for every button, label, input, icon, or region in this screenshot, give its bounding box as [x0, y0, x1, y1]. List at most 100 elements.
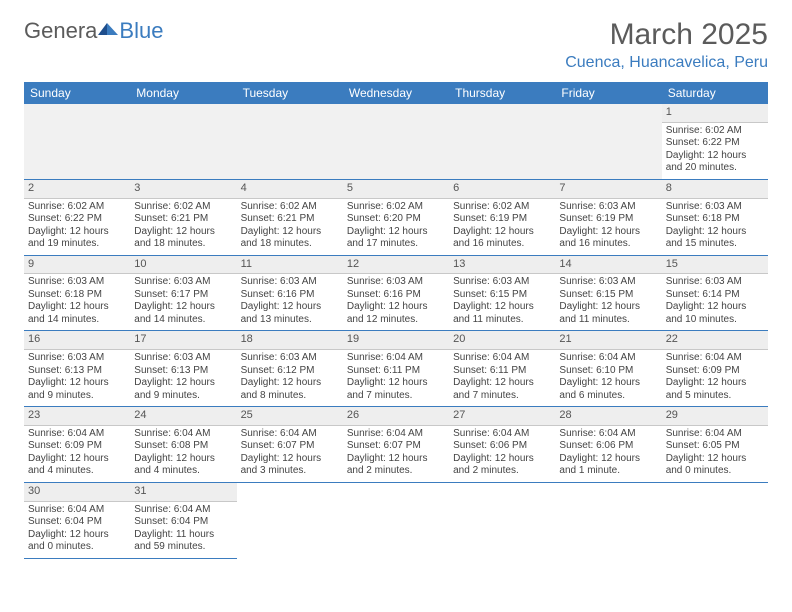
daylight-text: and 2 minutes. — [453, 465, 551, 478]
daylight-text: and 4 minutes. — [28, 465, 126, 478]
day-number: 21 — [555, 331, 661, 350]
day-number: 18 — [237, 331, 343, 350]
calendar-cell: 26Sunrise: 6:04 AMSunset: 6:07 PMDayligh… — [343, 407, 449, 483]
daylight-text: and 14 minutes. — [134, 314, 232, 327]
daylight-text: Daylight: 12 hours — [347, 377, 445, 390]
calendar-cell — [130, 104, 236, 179]
day-number: 28 — [555, 407, 661, 426]
day-number: 3 — [130, 180, 236, 199]
daylight-text: Daylight: 12 hours — [666, 226, 764, 239]
header-saturday: Saturday — [662, 82, 768, 104]
daylight-text: Daylight: 12 hours — [134, 301, 232, 314]
sunrise-text: Sunrise: 6:03 AM — [241, 276, 339, 289]
sunset-text: Sunset: 6:09 PM — [666, 365, 764, 378]
day-number: 19 — [343, 331, 449, 350]
sunrise-text: Sunrise: 6:03 AM — [453, 276, 551, 289]
day-number: 6 — [449, 180, 555, 199]
day-number: 14 — [555, 256, 661, 275]
sunrise-text: Sunrise: 6:03 AM — [347, 276, 445, 289]
daylight-text: and 11 minutes. — [453, 314, 551, 327]
sunrise-text: Sunrise: 6:04 AM — [347, 352, 445, 365]
daylight-text: and 9 minutes. — [134, 390, 232, 403]
sunset-text: Sunset: 6:22 PM — [28, 213, 126, 226]
daylight-text: Daylight: 12 hours — [347, 301, 445, 314]
header-thursday: Thursday — [449, 82, 555, 104]
daylight-text: Daylight: 12 hours — [347, 453, 445, 466]
daylight-text: and 19 minutes. — [28, 238, 126, 251]
daylight-text: Daylight: 12 hours — [134, 377, 232, 390]
calendar-cell — [662, 482, 768, 558]
sunset-text: Sunset: 6:17 PM — [134, 289, 232, 302]
sunrise-text: Sunrise: 6:04 AM — [28, 428, 126, 441]
daylight-text: Daylight: 12 hours — [666, 453, 764, 466]
daylight-text: and 11 minutes. — [559, 314, 657, 327]
day-number: 17 — [130, 331, 236, 350]
calendar-cell — [555, 104, 661, 179]
day-number: 12 — [343, 256, 449, 275]
calendar-cell: 8Sunrise: 6:03 AMSunset: 6:18 PMDaylight… — [662, 179, 768, 255]
daylight-text: and 8 minutes. — [241, 390, 339, 403]
day-number: 27 — [449, 407, 555, 426]
calendar-week-row: 1Sunrise: 6:02 AMSunset: 6:22 PMDaylight… — [24, 104, 768, 179]
weekday-header-row: Sunday Monday Tuesday Wednesday Thursday… — [24, 82, 768, 104]
daylight-text: Daylight: 12 hours — [28, 226, 126, 239]
sunrise-text: Sunrise: 6:04 AM — [666, 428, 764, 441]
day-number: 5 — [343, 180, 449, 199]
sunrise-text: Sunrise: 6:03 AM — [241, 352, 339, 365]
sunrise-text: Sunrise: 6:03 AM — [134, 352, 232, 365]
sunset-text: Sunset: 6:16 PM — [347, 289, 445, 302]
calendar-week-row: 30Sunrise: 6:04 AMSunset: 6:04 PMDayligh… — [24, 482, 768, 558]
daylight-text: Daylight: 12 hours — [28, 377, 126, 390]
daylight-text: and 2 minutes. — [347, 465, 445, 478]
sunrise-text: Sunrise: 6:02 AM — [28, 201, 126, 214]
daylight-text: and 7 minutes. — [453, 390, 551, 403]
daylight-text: Daylight: 12 hours — [241, 226, 339, 239]
daylight-text: and 9 minutes. — [28, 390, 126, 403]
location-subtitle: Cuenca, Huancavelica, Peru — [565, 54, 768, 72]
sunrise-text: Sunrise: 6:04 AM — [134, 504, 232, 517]
calendar-week-row: 2Sunrise: 6:02 AMSunset: 6:22 PMDaylight… — [24, 179, 768, 255]
day-number: 15 — [662, 256, 768, 275]
daylight-text: Daylight: 12 hours — [241, 301, 339, 314]
sunrise-text: Sunrise: 6:03 AM — [28, 276, 126, 289]
sunrise-text: Sunrise: 6:03 AM — [28, 352, 126, 365]
sunrise-text: Sunrise: 6:04 AM — [134, 428, 232, 441]
sunset-text: Sunset: 6:04 PM — [134, 516, 232, 529]
calendar-cell: 28Sunrise: 6:04 AMSunset: 6:06 PMDayligh… — [555, 407, 661, 483]
calendar-cell: 3Sunrise: 6:02 AMSunset: 6:21 PMDaylight… — [130, 179, 236, 255]
daylight-text: and 0 minutes. — [666, 465, 764, 478]
calendar-cell: 19 Sunrise: 6:04 AMSunset: 6:11 PMDayligh… — [343, 331, 449, 407]
day-number: 4 — [237, 180, 343, 199]
daylight-text: and 5 minutes. — [666, 390, 764, 403]
sunset-text: Sunset: 6:16 PM — [241, 289, 339, 302]
logo-flag-icon — [98, 17, 118, 43]
sunrise-text: Sunrise: 6:04 AM — [241, 428, 339, 441]
sunrise-text: Sunrise: 6:02 AM — [347, 201, 445, 214]
daylight-text: and 18 minutes. — [241, 238, 339, 251]
daylight-text: and 4 minutes. — [134, 465, 232, 478]
sunset-text: Sunset: 6:07 PM — [241, 440, 339, 453]
sunrise-text: Sunrise: 6:03 AM — [666, 276, 764, 289]
header-wednesday: Wednesday — [343, 82, 449, 104]
page-title: March 2025 — [565, 18, 768, 52]
header-sunday: Sunday — [24, 82, 130, 104]
sunset-text: Sunset: 6:11 PM — [347, 365, 445, 378]
daylight-text: and 20 minutes. — [666, 162, 764, 175]
calendar-cell — [555, 482, 661, 558]
sunrise-text: Sunrise: 6:02 AM — [241, 201, 339, 214]
calendar-cell: 7Sunrise: 6:03 AMSunset: 6:19 PMDaylight… — [555, 179, 661, 255]
daylight-text: Daylight: 12 hours — [559, 301, 657, 314]
calendar-cell: 6Sunrise: 6:02 AMSunset: 6:19 PMDaylight… — [449, 179, 555, 255]
sunset-text: Sunset: 6:08 PM — [134, 440, 232, 453]
daylight-text: and 0 minutes. — [28, 541, 126, 554]
day-number: 20 — [449, 331, 555, 350]
day-number: 1 — [662, 104, 768, 123]
sunset-text: Sunset: 6:15 PM — [453, 289, 551, 302]
sunset-text: Sunset: 6:15 PM — [559, 289, 657, 302]
day-number: 10 — [130, 256, 236, 275]
sunset-text: Sunset: 6:18 PM — [666, 213, 764, 226]
sunrise-text: Sunrise: 6:03 AM — [559, 201, 657, 214]
daylight-text: and 12 minutes. — [347, 314, 445, 327]
calendar-cell: 29Sunrise: 6:04 AMSunset: 6:05 PMDayligh… — [662, 407, 768, 483]
calendar-cell: 18Sunrise: 6:03 AMSunset: 6:12 PMDayligh… — [237, 331, 343, 407]
